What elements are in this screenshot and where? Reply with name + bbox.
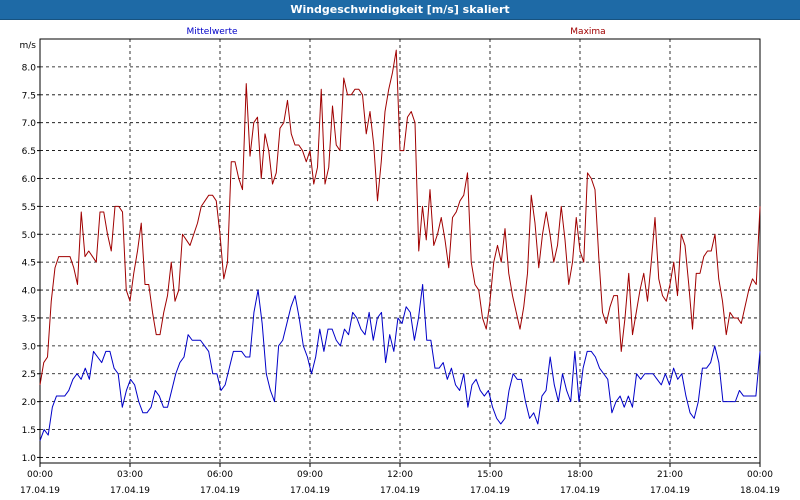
y-tick-label: 1.5: [22, 426, 36, 436]
y-tick-label: 4.5: [22, 259, 36, 269]
x-tick-date-label: 17.04.19: [110, 486, 150, 496]
y-tick-label: 6.5: [22, 147, 36, 157]
y-tick-label: 7.0: [22, 119, 37, 129]
y-tick-label: 6.0: [22, 175, 37, 185]
x-tick-date-label: 17.04.19: [20, 486, 60, 496]
x-tick-time-label: 03:00: [117, 470, 143, 480]
x-tick-date-label: 17.04.19: [290, 486, 330, 496]
y-tick-label: 3.0: [22, 342, 37, 352]
y-tick-label: 3.5: [22, 314, 36, 324]
x-tick-date-label: 18.04.19: [740, 486, 780, 496]
x-tick-time-label: 15:00: [477, 470, 503, 480]
y-tick-label: 1.0: [22, 454, 37, 464]
x-tick-time-label: 18:00: [567, 470, 593, 480]
y-tick-label: 5.5: [22, 203, 36, 213]
x-tick-date-label: 17.04.19: [560, 486, 600, 496]
x-tick-time-label: 00:00: [27, 470, 53, 480]
legend-label-maxima: Maxima: [570, 27, 605, 37]
y-tick-label: 4.0: [22, 287, 37, 297]
y-tick-label: 2.0: [22, 398, 37, 408]
series-line-mittelwerte: [39, 283, 761, 441]
y-tick-label: 5.0: [22, 231, 37, 241]
x-tick-time-label: 09:00: [297, 470, 323, 480]
y-tick-label: 2.5: [22, 370, 36, 380]
x-tick-time-label: 12:00: [387, 470, 413, 480]
x-tick-time-label: 00:00: [747, 470, 773, 480]
x-tick-date-label: 17.04.19: [380, 486, 420, 496]
series-line-maxima: [39, 49, 761, 385]
y-tick-label: 7.5: [22, 91, 36, 101]
x-tick-date-label: 17.04.19: [650, 486, 690, 496]
x-tick-time-label: 06:00: [207, 470, 233, 480]
grid-lines: [40, 39, 760, 463]
window-title: Windgeschwindigkeit [m/s] skaliert: [0, 0, 800, 20]
x-tick-time-label: 21:00: [657, 470, 683, 480]
legend: Mittelwerte Maxima: [186, 27, 605, 37]
y-axis-unit-label: m/s: [20, 41, 37, 51]
y-tick-label: 8.0: [22, 63, 37, 73]
x-axis: 00:00 17.04.19 03:00 17.04.19 06:00 17.04.19 0…: [20, 463, 780, 496]
x-tick-date-label: 17.04.19: [200, 486, 240, 496]
legend-label-mittelwerte: Mittelwerte: [186, 27, 237, 37]
y-axis: 1.0 1.5 2.0 2.5 3.0 3.5 4.0 4.5 5.0 5.5 6.0 6.5 7.0 7…: [20, 41, 40, 464]
series-lines: [39, 49, 761, 441]
x-tick-date-label: 17.04.19: [470, 486, 510, 496]
